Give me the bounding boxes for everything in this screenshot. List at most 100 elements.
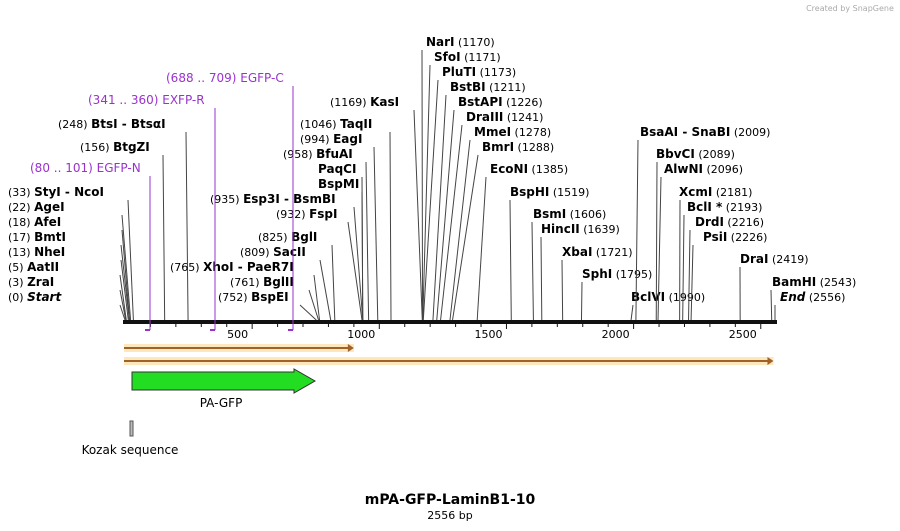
site-name: AatII bbox=[27, 260, 59, 274]
site-connector bbox=[313, 274, 321, 321]
site-alwni[interactable]: AlwNI (2096) bbox=[657, 162, 743, 321]
site-position: (1211) bbox=[486, 81, 526, 94]
feature-label: Kozak sequence bbox=[82, 443, 179, 457]
site-label: (5) AatII bbox=[8, 260, 59, 274]
site-bsmi[interactable]: BsmI (1606) bbox=[531, 207, 606, 321]
site-bstapi[interactable]: BstAPI (1226) bbox=[436, 95, 543, 321]
site-name: BclI * bbox=[687, 200, 723, 214]
site-sacii[interactable]: (809) SacII bbox=[240, 245, 332, 321]
site-bspei[interactable]: (752) BspEI bbox=[218, 290, 317, 321]
site-name: FspI bbox=[309, 207, 337, 221]
orf-arrow[interactable] bbox=[124, 357, 774, 365]
site-mmei[interactable]: MmeI (1278) bbox=[449, 125, 551, 321]
site-connector bbox=[452, 154, 479, 321]
site-aatii[interactable]: (5) AatII bbox=[8, 260, 127, 321]
site-bgli[interactable]: (825) BglI bbox=[258, 230, 336, 321]
site-bstbi[interactable]: BstBI (1211) bbox=[432, 80, 526, 321]
site-label: NarI (1170) bbox=[426, 35, 495, 49]
site-label: DraIII (1241) bbox=[466, 110, 543, 124]
site-sfoi[interactable]: SfoI (1171) bbox=[422, 50, 501, 321]
site-esp3i-bsmbi[interactable]: (935) Esp3I - BsmBI bbox=[210, 192, 364, 321]
site-psii[interactable]: PsiI (2226) bbox=[690, 230, 767, 321]
site-connector bbox=[422, 64, 431, 321]
site-name: XbaI bbox=[562, 245, 592, 259]
site-bfuai[interactable]: (958) BfuAI bbox=[283, 147, 370, 321]
site-styi-ncoi[interactable]: (33) StyI - NcoI bbox=[8, 185, 134, 321]
site-agei[interactable]: (22) AgeI bbox=[8, 200, 132, 321]
site-name: BtgZI bbox=[113, 140, 150, 154]
site-sphi[interactable]: SphI (1795) bbox=[580, 267, 652, 321]
orf-arrow[interactable] bbox=[124, 344, 354, 352]
site-bsphi[interactable]: BspHI (1519) bbox=[509, 185, 589, 321]
site-name: KasI bbox=[370, 95, 399, 109]
site-draiii[interactable]: DraIII (1241) bbox=[440, 110, 544, 321]
feature-kozak-sequence[interactable]: Kozak sequence bbox=[82, 420, 179, 457]
site-name: XcmI bbox=[679, 185, 712, 199]
site-connector bbox=[121, 229, 131, 321]
axis-tick-label: 1000 bbox=[347, 328, 375, 341]
site-zrai[interactable]: (3) ZraI bbox=[8, 275, 127, 321]
site-bmti[interactable]: (17) BmtI bbox=[8, 230, 130, 321]
site-drai[interactable]: DraI (2419) bbox=[739, 252, 809, 321]
feature-pa-gfp[interactable]: PA-GFP bbox=[131, 368, 317, 410]
snapgene-credit: Created by SnapGene bbox=[806, 4, 894, 13]
orf-arrowhead bbox=[767, 357, 774, 365]
site-connector bbox=[421, 49, 424, 321]
site-btsi-bts-i[interactable]: (248) BtsI - BtsαI bbox=[58, 117, 189, 321]
site-connector bbox=[331, 244, 336, 321]
site-connector bbox=[121, 214, 132, 321]
site-name: BsaAI - SnaBI bbox=[640, 125, 730, 139]
site-name: End bbox=[780, 290, 806, 304]
site-bbvci[interactable]: BbvCI (2089) bbox=[655, 147, 735, 321]
site-bcli[interactable]: BclI * (2193) bbox=[682, 200, 763, 321]
site-name: SacII bbox=[273, 245, 306, 259]
site-name: NheI bbox=[34, 245, 65, 259]
site-paqci[interactable]: PaqCI bbox=[318, 162, 364, 321]
site-pluti[interactable]: PluTI (1173) bbox=[422, 65, 516, 321]
site-label: (825) BglI bbox=[258, 230, 317, 244]
site-connector bbox=[319, 259, 332, 321]
site-position: (994) bbox=[300, 133, 333, 146]
site-bglii[interactable]: (761) BglII bbox=[230, 275, 320, 321]
site-connector bbox=[509, 199, 512, 321]
site-start[interactable]: (0) Start bbox=[8, 290, 126, 321]
site-end[interactable]: End (2556) bbox=[774, 290, 845, 320]
site-label: BspMI bbox=[318, 177, 359, 191]
orfs bbox=[124, 344, 774, 365]
primer-exfp-r[interactable]: (341 .. 360) EXFP-R bbox=[88, 93, 216, 331]
site-name: BspHI bbox=[510, 185, 549, 199]
site-hincii[interactable]: HincII (1639) bbox=[540, 222, 620, 321]
site-nhei[interactable]: (13) NheI bbox=[8, 245, 129, 321]
feature-label: PA-GFP bbox=[200, 396, 243, 410]
site-drdi[interactable]: DrdI (2216) bbox=[688, 215, 764, 321]
site-position: (1288) bbox=[514, 141, 554, 154]
site-btgzi[interactable]: (156) BtgZI bbox=[80, 140, 166, 321]
site-xhoi-paer7i[interactable]: (765) XhoI - PaeR7I bbox=[170, 260, 321, 321]
site-position: (156) bbox=[80, 141, 113, 154]
site-nari[interactable]: NarI (1170) bbox=[421, 35, 495, 321]
site-eagi[interactable]: (994) EagI bbox=[300, 132, 379, 321]
site-xbai[interactable]: XbaI (1721) bbox=[561, 245, 632, 321]
site-label: BmrI (1288) bbox=[482, 140, 554, 154]
site-label: BamHI (2543) bbox=[772, 275, 856, 289]
site-kasi[interactable]: (1169) KasI bbox=[330, 95, 423, 321]
site-econi[interactable]: EcoNI (1385) bbox=[476, 162, 568, 321]
site-afei[interactable]: (18) AfeI bbox=[8, 215, 131, 321]
primer-range: (688 .. 709) bbox=[166, 71, 240, 85]
primer-egfp-n[interactable]: (80 .. 101) EGFP-N bbox=[30, 161, 151, 331]
site-name: BtsI - BtsαI bbox=[91, 117, 166, 131]
site-position: (1170) bbox=[455, 36, 495, 49]
site-bclvi[interactable]: BclVI (1990) bbox=[630, 290, 705, 321]
site-name: MmeI bbox=[474, 125, 511, 139]
primer-egfp-c[interactable]: (688 .. 709) EGFP-C bbox=[166, 71, 294, 331]
site-position: (1519) bbox=[549, 186, 589, 199]
site-xcmi[interactable]: XcmI (2181) bbox=[679, 185, 752, 321]
site-taqii[interactable]: (1046) TaqII bbox=[300, 117, 392, 321]
site-bmri[interactable]: BmrI (1288) bbox=[452, 140, 555, 321]
site-name: PluTI bbox=[442, 65, 476, 79]
site-label: AlwNI (2096) bbox=[664, 162, 743, 176]
site-bsaai-snabi[interactable]: BsaAI - SnaBI (2009) bbox=[635, 125, 771, 321]
site-bamhi[interactable]: BamHI (2543) bbox=[770, 275, 856, 321]
site-label: (156) BtgZI bbox=[80, 140, 150, 154]
site-position: (17) bbox=[8, 231, 34, 244]
